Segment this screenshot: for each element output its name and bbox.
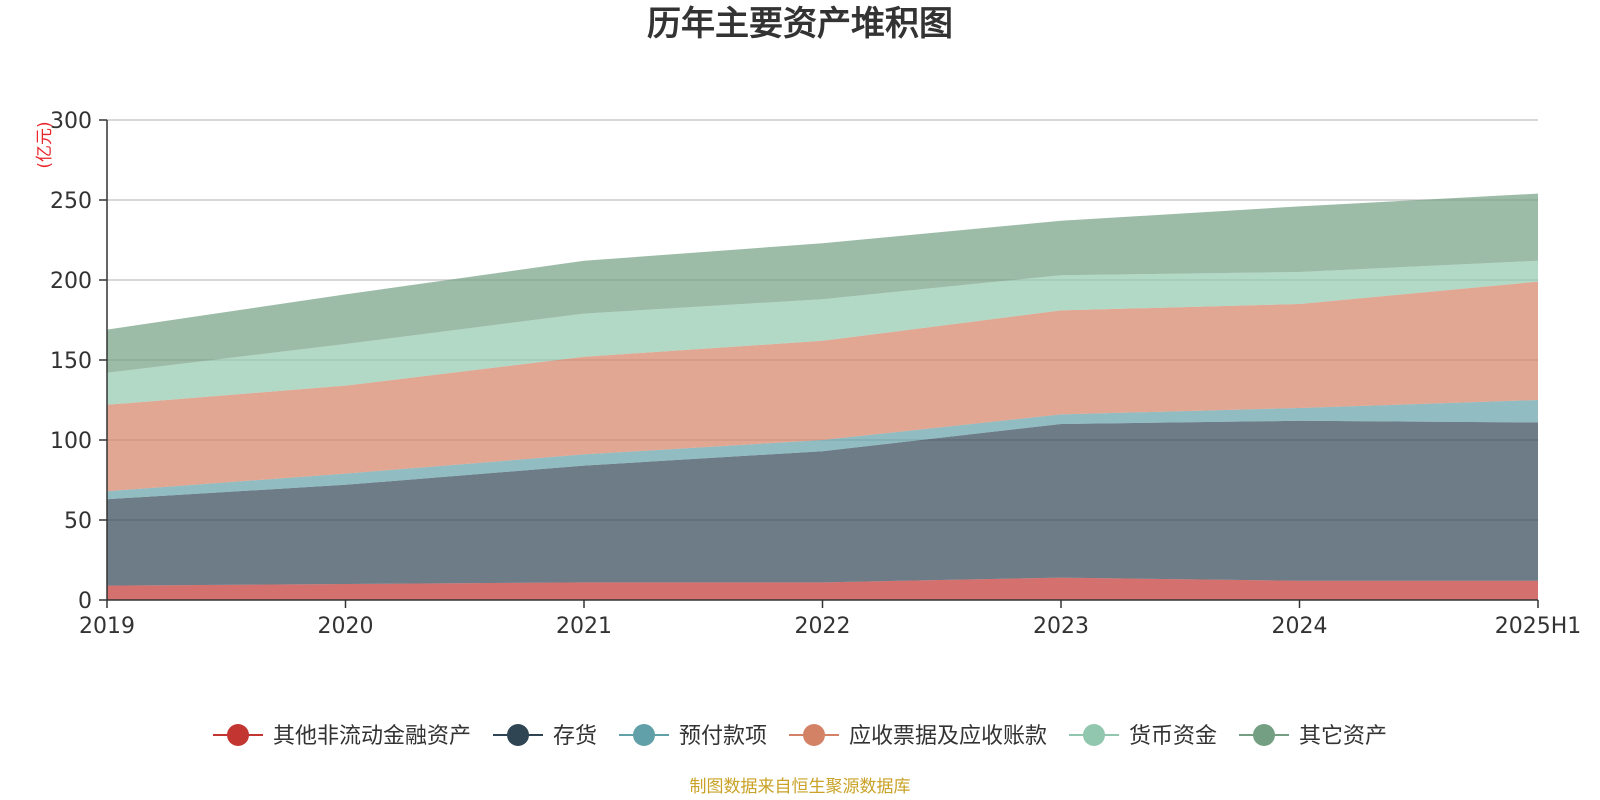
legend-marker [1083,724,1105,746]
y-tick-label: 200 [50,269,92,294]
y-axis-unit-label: (亿元) [35,121,55,168]
legend-item: 预付款项 [619,724,767,749]
legend: 其他非流动金融资产 存货 预付款项 应收票据及应收账款 货币资金 其它资产 [213,724,1387,749]
legend-marker [633,724,655,746]
legend-label: 货币资金 [1129,724,1217,749]
series-area [107,400,1538,500]
series-area [107,260,1538,405]
source-note: 制图数据来自恒生聚源数据库 [690,777,911,797]
series-area [107,281,1538,492]
legend-label: 其他非流动金融资产 [273,724,471,749]
legend-item: 货币资金 [1069,724,1217,749]
axes: 0 50 100 150 200 250 300 2019 2020 2021 2022 2023 20… [50,109,1581,639]
x-tick-label: 2024 [1272,614,1328,639]
series-area [107,420,1538,586]
legend-marker [1253,724,1275,746]
legend-marker [227,724,249,746]
series-area [107,577,1538,600]
legend-label: 其它资产 [1299,724,1387,749]
legend-marker [803,724,825,746]
x-tick-label: 2020 [318,614,374,639]
x-tick-label: 2021 [556,614,612,639]
legend-item: 其它资产 [1239,724,1387,749]
chart-title: 历年主要资产堆积图 [647,4,953,44]
legend-marker [507,724,529,746]
y-tick-label: 0 [78,589,92,614]
y-tick-label: 50 [64,509,92,534]
legend-label: 存货 [553,724,597,749]
legend-item: 存货 [493,724,597,749]
series-area [107,193,1538,373]
y-tick-label: 100 [50,429,92,454]
legend-item: 应收票据及应收账款 [789,724,1047,749]
x-tick-label: 2025H1 [1495,614,1582,639]
x-tick-label: 2023 [1033,614,1089,639]
legend-label: 应收票据及应收账款 [849,724,1047,749]
legend-item: 其他非流动金融资产 [213,724,471,749]
legend-label: 预付款项 [679,724,767,749]
y-tick-label: 250 [50,189,92,214]
x-tick-label: 2022 [795,614,851,639]
y-tick-label: 300 [50,109,92,134]
y-tick-label: 150 [50,349,92,374]
series-areas [107,193,1538,600]
x-tick-label: 2019 [79,614,135,639]
